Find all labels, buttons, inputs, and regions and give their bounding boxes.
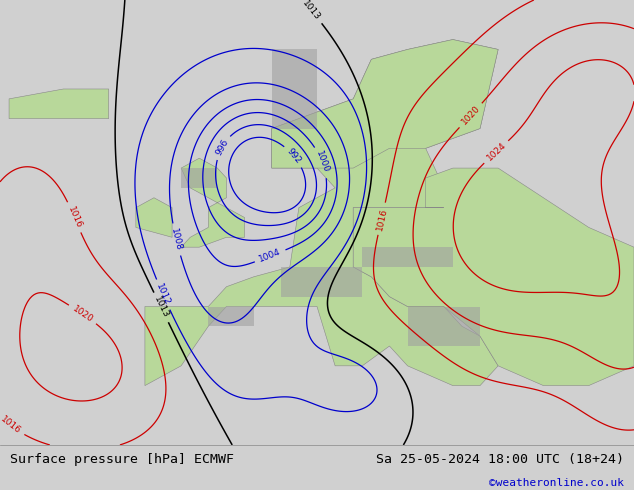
- Text: 1016: 1016: [66, 205, 83, 230]
- Polygon shape: [362, 247, 453, 267]
- Polygon shape: [136, 198, 172, 237]
- Text: 1024: 1024: [485, 141, 508, 163]
- Text: 1020: 1020: [71, 304, 94, 324]
- Polygon shape: [145, 40, 498, 386]
- Text: 996: 996: [214, 138, 230, 157]
- Text: Surface pressure [hPa] ECMWF: Surface pressure [hPa] ECMWF: [10, 453, 233, 466]
- Text: 1013: 1013: [152, 295, 170, 320]
- Text: 1000: 1000: [314, 150, 330, 174]
- Text: 1008: 1008: [169, 227, 183, 252]
- Polygon shape: [272, 40, 498, 168]
- Text: 992: 992: [285, 147, 303, 166]
- Text: 1016: 1016: [0, 415, 22, 436]
- Polygon shape: [9, 89, 108, 119]
- Polygon shape: [281, 267, 362, 296]
- Text: 1016: 1016: [375, 206, 389, 231]
- Text: 1012: 1012: [154, 282, 172, 307]
- Polygon shape: [408, 307, 480, 346]
- Polygon shape: [353, 168, 634, 386]
- Text: 1004: 1004: [258, 247, 283, 264]
- Text: ©weatheronline.co.uk: ©weatheronline.co.uk: [489, 478, 624, 488]
- Text: 1013: 1013: [301, 0, 322, 22]
- Polygon shape: [272, 49, 317, 128]
- Text: 1020: 1020: [460, 104, 482, 127]
- Polygon shape: [181, 158, 245, 247]
- Polygon shape: [181, 168, 217, 188]
- Text: Sa 25-05-2024 18:00 UTC (18+24): Sa 25-05-2024 18:00 UTC (18+24): [377, 453, 624, 466]
- Polygon shape: [209, 307, 254, 326]
